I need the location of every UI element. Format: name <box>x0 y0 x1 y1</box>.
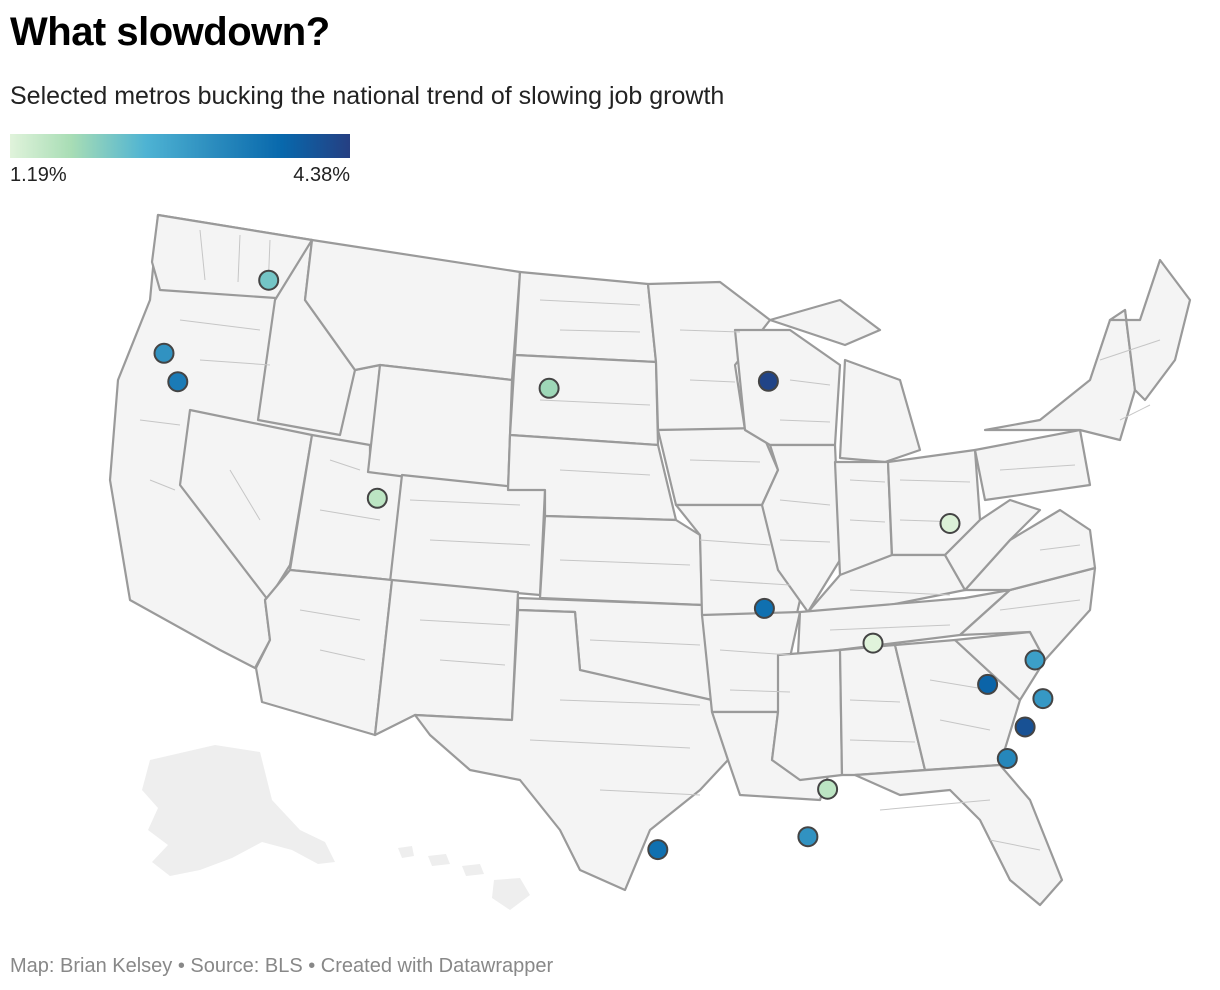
inset-territories <box>142 745 530 910</box>
metro-point[interactable] <box>753 597 775 619</box>
metro-point[interactable] <box>996 748 1018 769</box>
legend-gradient-bar <box>10 134 350 158</box>
state-shapes <box>108 213 1192 907</box>
state-mississippi <box>770 648 844 782</box>
metro-point[interactable] <box>1014 716 1036 738</box>
state-colorado <box>388 473 547 597</box>
county-lines <box>139 229 1161 851</box>
legend-max-label: 4.38% <box>293 164 350 186</box>
state-arizona <box>254 568 394 737</box>
state-north-dakota <box>513 270 658 364</box>
state-wyoming <box>366 363 514 492</box>
chart-subtitle: Selected metros bucking the national tre… <box>10 82 725 110</box>
state-west-virginia <box>943 498 1042 592</box>
metro-point[interactable] <box>1024 649 1046 671</box>
color-legend: 1.19% 4.38% <box>10 134 350 190</box>
state-florida <box>853 763 1064 907</box>
state-new-england <box>1108 258 1192 402</box>
metro-point[interactable] <box>1032 688 1054 710</box>
alaska-inset <box>142 745 335 876</box>
metro-point[interactable] <box>366 487 388 509</box>
state-new-york <box>983 308 1137 442</box>
state-pennsylvania <box>973 428 1092 502</box>
state-minnesota <box>646 280 772 432</box>
metro-point[interactable] <box>757 370 779 392</box>
metro-points <box>153 269 1054 861</box>
us-map <box>108 213 1192 910</box>
metro-point[interactable] <box>167 371 189 393</box>
hawaii-inset <box>398 846 530 910</box>
metro-point[interactable] <box>939 513 961 534</box>
metro-point[interactable] <box>538 377 560 399</box>
state-wisconsin <box>733 328 842 447</box>
metro-point[interactable] <box>258 269 280 291</box>
metro-point[interactable] <box>153 342 175 364</box>
state-south-dakota <box>508 353 660 447</box>
metro-point[interactable] <box>797 826 819 848</box>
chart-title: What slowdown? <box>10 10 330 54</box>
state-michigan <box>768 298 922 464</box>
chart-footer: Map: Brian Kelsey • Source: BLS • Create… <box>10 955 554 977</box>
legend-min-label: 1.19% <box>10 164 67 186</box>
legend-labels: 1.19% 4.38% <box>10 164 350 190</box>
metro-point[interactable] <box>817 778 839 800</box>
metro-point[interactable] <box>862 632 884 654</box>
state-texas <box>413 608 730 892</box>
state-new-mexico <box>373 578 520 737</box>
metro-point[interactable] <box>977 673 999 695</box>
metro-point[interactable] <box>647 839 669 861</box>
